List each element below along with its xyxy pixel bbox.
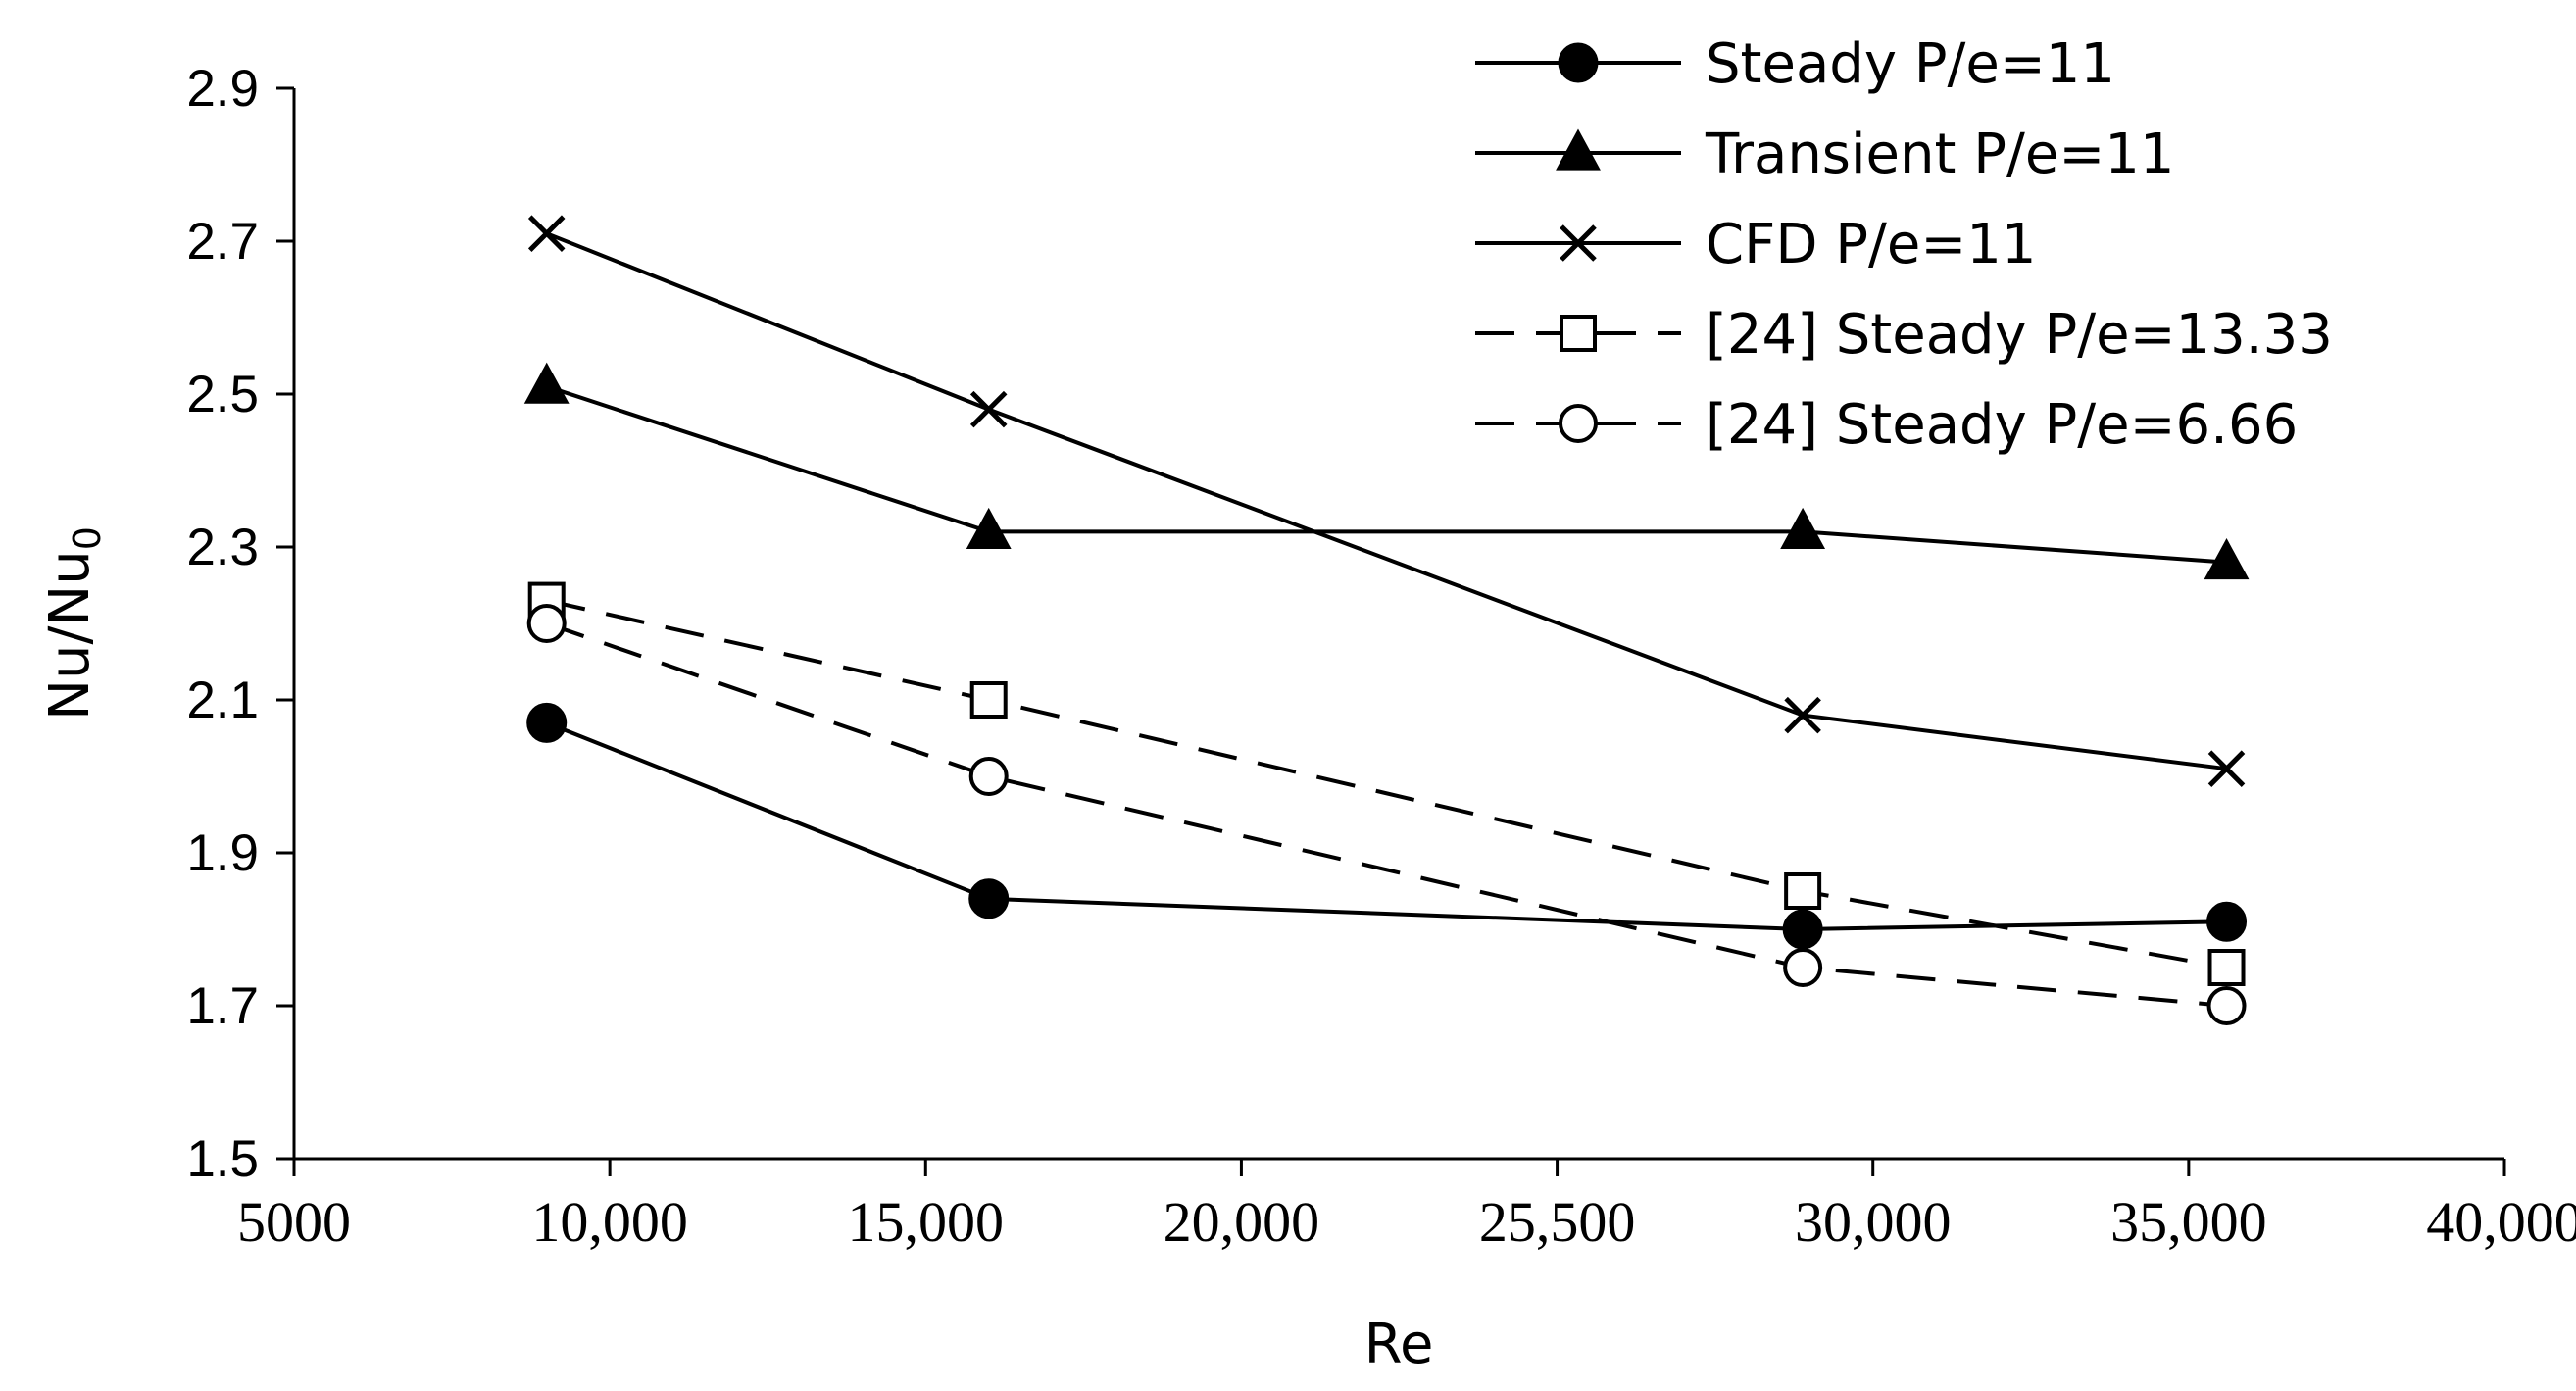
x-tick-label: 25,500 [1479,1190,1636,1254]
y-axis-title: Nu/Nu0 [38,526,109,720]
data-point-series-1 [968,878,1010,919]
data-point-series-3 [1784,696,1821,734]
y-axis-title-subscript: 0 [66,526,109,550]
x-tick-label: 20,000 [1164,1190,1320,1254]
y-tick-label: 2.7 [186,213,259,271]
legend-marker-1 [1558,42,1599,83]
x-tick-label: 15,000 [848,1190,1005,1254]
data-point-series-1 [2206,901,2248,942]
y-tick-label: 2.9 [186,60,259,118]
data-point-series-5 [526,604,567,643]
legend-label-1: Steady P/e=11 [1706,32,2115,96]
chart-axes [292,88,2504,1161]
legend-marker-5 [1559,404,1598,443]
y-tick-label: 2.1 [186,671,259,729]
legend-marker-2 [1556,128,1601,171]
data-point-series-2 [1780,507,1826,549]
data-point-series-2 [966,507,1012,549]
data-point-series-4 [1784,872,1822,910]
data-point-series-4 [2207,949,2246,986]
data-point-series-3 [969,390,1008,428]
series-lines [545,231,2227,1008]
series-markers [523,215,2250,1025]
data-point-series-1 [526,702,568,743]
legend-label-3: CFD P/e=11 [1706,213,2037,276]
legend-marker-3 [1560,224,1597,262]
x-axis-title: Re [1364,1313,1434,1376]
data-point-series-4 [969,681,1008,719]
legend-label-4: [24] Steady P/e=13.33 [1706,303,2333,367]
legend-label-5: [24] Steady P/e=6.66 [1706,393,2298,457]
series-line-5 [546,621,2227,1008]
x-tick-label: 5000 [237,1190,351,1254]
series-line-4 [546,598,2227,969]
y-tick-group: 1.5 1.7 1.9 2.1 2.3 2.5 2.7 2.9 [186,60,294,1188]
y-tick-label: 1.7 [186,977,259,1035]
data-point-series-5 [968,757,1009,796]
x-tick-label: 10,000 [531,1190,688,1254]
data-point-series-3 [527,215,566,252]
series-line-2 [546,384,2227,565]
data-point-series-5 [2206,986,2247,1025]
data-point-series-5 [1783,948,1823,987]
x-tick-label: 40,000 [2426,1190,2576,1254]
series-line-3 [545,231,2227,771]
y-tick-label: 1.9 [186,824,259,882]
y-tick-label: 1.5 [186,1130,259,1188]
data-point-series-2 [523,362,570,404]
legend-marker-4 [1560,315,1597,352]
y-tick-label: 2.3 [186,519,259,576]
y-tick-label: 2.5 [186,366,259,423]
series-line-1 [545,720,2227,932]
legend-label-2: Transient P/e=11 [1705,123,2175,186]
data-point-series-1 [1782,909,1823,950]
y-axis-title-main: Nu/Nu [38,550,102,720]
data-point-series-2 [2204,538,2250,580]
data-point-series-3 [2207,750,2246,787]
x-tick-label: 35,000 [2110,1190,2267,1254]
chart-legend: Steady P/e=11 Transient P/e=11 CFD P/e=11 [… [1475,32,2333,457]
x-tick-group: 5000 10,000 15,000 20,000 25,500 30,000 35,000… [237,1159,2576,1254]
x-tick-label: 30,000 [1795,1190,1952,1254]
